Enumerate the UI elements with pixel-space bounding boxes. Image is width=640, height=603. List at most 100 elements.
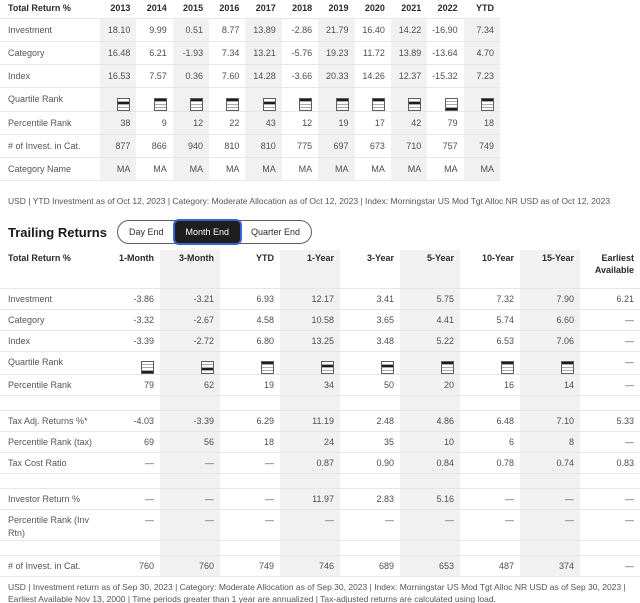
value-cell: 13.25 [311,335,334,346]
value-cell: 2.83 [376,493,394,504]
quartile-cell [160,351,220,374]
value-cell: 810 [224,140,240,151]
spacer-row [0,395,640,410]
value-cell: — [565,493,574,504]
value-cell: — [145,514,154,525]
value-cell: 13.89 [398,47,422,58]
value-cell: MA [116,163,131,174]
value-cell: 0.84 [436,457,454,468]
toggle-option-month-end[interactable]: Month End [174,221,241,244]
column-header: 2019 [318,0,355,18]
table-row: # of Invest. in Cat. 760 760 749 746 689 653 48… [0,555,640,577]
value-cell: 6 [508,436,514,447]
row-label: Percentile Rank (Inv Rtn) [8,514,90,538]
toggle-option-day-end[interactable]: Day End [118,221,175,243]
quartile-rank-icon [117,97,131,111]
value-cell: 760 [138,560,154,571]
column-header: 2014 [136,0,173,18]
quartile-cell [100,351,160,374]
column-header: 1-Year [306,253,334,264]
value-cell: 673 [369,140,385,151]
quartile-rank-icon [262,97,276,111]
table-row: Category 16.48 6.21 -1.93 7.34 13.21 -5.76 19.2… [0,41,500,64]
table-row: Tax Cost Ratio — — — 0.87 0.90 0.84 0.78 0.74 0.8… [0,452,640,473]
row-label: Tax Adj. Returns %* [8,415,88,426]
value-cell: 11.97 [312,493,334,504]
quartile-rank-icon [481,97,494,111]
value-cell: 38 [120,117,131,128]
annual-returns-table: Total Return % 2013 2014 2015 2016 2017 2018 20… [0,0,500,181]
value-cell: -4.03 [133,415,154,426]
value-cell: — [625,514,634,525]
value-cell: 22 [229,117,240,128]
value-cell: 10 [443,436,454,447]
toggle-option-quarter-end[interactable]: Quarter End [240,221,311,243]
value-cell: — [445,514,454,525]
value-cell: 19.23 [325,47,349,58]
value-cell: 20.33 [325,70,349,81]
value-cell: 4.41 [436,314,454,325]
value-cell: — [565,514,574,525]
column-header: 5-Year [426,253,454,264]
quartile-cell [318,87,354,111]
column-header: 2013 [100,0,137,18]
quartile-cell [282,87,318,111]
column-header: YTD [463,0,500,18]
quartile-rank-icon [501,360,514,374]
value-cell: 12 [193,117,204,128]
header-row: Total Return % 1-Month 3-Month YTD 1-Year 3-Y… [0,250,640,288]
header-row: Total Return % 2013 2014 2015 2016 2017 2018 20… [0,0,500,18]
value-cell: 79 [447,117,458,128]
value-cell: 5.16 [436,493,454,504]
value-cell: 4.70 [476,47,494,58]
row-label: Index [8,70,31,81]
value-cell: 19 [338,117,349,128]
table-row: Index -3.39 -2.72 6.80 13.25 3.48 5.22 6.53 7.06… [0,330,640,351]
quartile-rank-icon [299,97,313,111]
value-cell: 7.34 [221,47,240,58]
value-cell: 487 [498,560,514,571]
table-row: Investment 18.10 9.99 0.51 8.77 13.89 -2.86 21.… [0,18,500,41]
value-cell: 14.22 [398,24,422,35]
value-cell: 14.28 [253,70,276,81]
quartile-cell [460,351,520,374]
value-cell: MA [335,163,349,174]
value-cell: 18 [263,436,274,447]
quartile-rank-icon [561,360,574,374]
value-cell: 866 [151,140,167,151]
value-cell: 3.41 [376,293,394,304]
quartile-rank-icon [408,97,422,111]
value-cell: — [205,514,214,525]
trailing-returns-table: Total Return % 1-Month 3-Month YTD 1-Year 3-Y… [0,250,640,577]
column-header: 2020 [354,0,391,18]
quartile-rank-icon [371,97,385,111]
value-cell: 19 [263,379,274,390]
value-cell: 7.60 [221,70,240,81]
value-cell: MA [298,163,313,174]
value-cell: 877 [115,140,131,151]
value-cell: MA [262,163,276,174]
value-cell: 16.40 [362,24,385,35]
value-cell: -3.86 [133,293,154,304]
table-row: Percentile Rank 79 62 19 34 50 20 16 14 — [0,374,640,395]
table-row: # of Invest. in Cat. 877 866 940 810 810 775 69… [0,134,500,157]
value-cell: MA [153,163,167,174]
value-cell: 18 [483,117,494,128]
value-cell: 749 [258,560,274,571]
value-cell: 7.06 [556,335,574,346]
value-cell: — [145,457,154,468]
value-cell: 13.21 [253,47,276,58]
value-cell: -3.32 [133,314,154,325]
row-label: Quartile Rank [8,356,64,367]
value-cell: MA [189,163,204,174]
quartile-rank-icon [190,97,204,111]
table-row: Category Name MA MA MA MA MA MA MA MA MA MA MA [0,157,500,180]
value-cell: 79 [143,379,154,390]
value-cell: — [385,514,394,525]
value-cell: 3.48 [376,335,394,346]
spacer-row [0,540,640,555]
column-header: 2018 [281,0,319,18]
row-label: Category Name [8,163,72,174]
value-cell: -15.32 [432,70,458,81]
value-cell: — [205,457,214,468]
